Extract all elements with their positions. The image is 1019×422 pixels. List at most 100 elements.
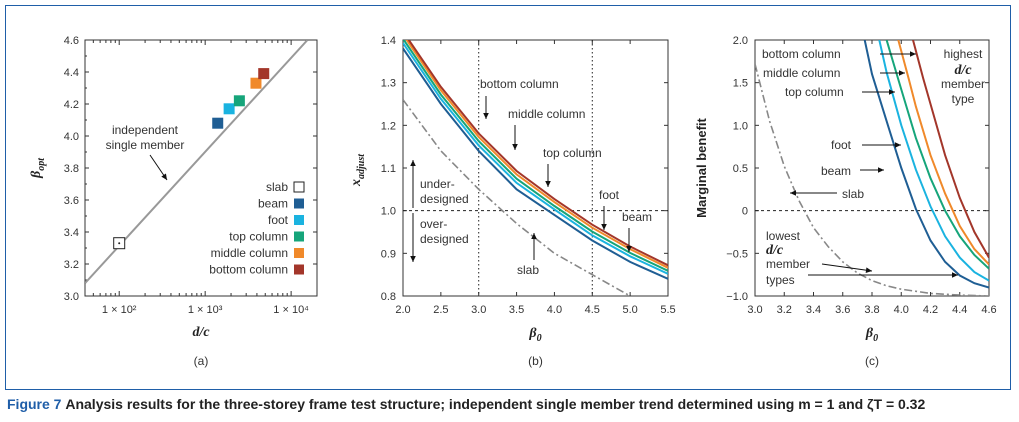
panel-a-ytick-label: 4.2 [64, 99, 79, 111]
panel-b-over-2: designed [420, 232, 469, 246]
panel-c-annot-beam: beam [821, 164, 851, 178]
series-b-top-column [403, 40, 668, 272]
panel-c-xtick-label: 4.4 [952, 304, 967, 316]
panel-a-ytick-label: 3.4 [64, 227, 79, 239]
panel-c-lowest-arrow-2-head [952, 272, 958, 278]
panel-c-annot-top-column: top column [785, 85, 844, 99]
panel-c-highest-4: type [952, 92, 975, 106]
panel-b-annot-slab: slab [517, 263, 539, 277]
panel-c-annot-beam-arrow-head [878, 167, 884, 173]
panel-b-ylabel: xadjust [349, 153, 367, 187]
panel-b-annot-foot-arrow-head [601, 224, 607, 230]
panel-a-trend-label-1: independent [112, 123, 179, 137]
legend-label-bottom-column: bottom column [209, 263, 288, 277]
panel-a-ytick-label: 4.0 [64, 131, 79, 143]
data-point-top-column [233, 95, 245, 107]
panel-b-ytick-label: 0.8 [381, 291, 396, 303]
panel-c-annot-slab-arrow-head [790, 190, 796, 196]
panel-c-ytick-label: 1.0 [733, 120, 748, 132]
panel-b-annot-top-column: top column [543, 146, 602, 160]
panel-b-ytick-label: 1.4 [381, 35, 396, 47]
panel-c-annot-middle-column: middle column [763, 66, 840, 80]
panel-b-ytick-label: 1.0 [381, 206, 396, 218]
panel-b-annot-slab-arrow-head [531, 233, 537, 239]
panel-a-trend-label-2: single member [106, 138, 185, 152]
panel-a-ytick-label: 4.6 [64, 35, 79, 47]
panel-b-xtick-label: 5.0 [622, 304, 637, 316]
panel-b-xtick-label: 2.0 [395, 304, 410, 316]
panel-c-annot-top-column-arrow-head [889, 89, 895, 95]
data-point-middle-column [250, 77, 262, 89]
panel-b-annot-bottom-column-arrow-head [483, 113, 489, 119]
series-b-bottom-column [407, 40, 668, 267]
panel-b-ytick-label: 0.9 [381, 248, 396, 260]
legend-label-beam: beam [258, 197, 288, 211]
panel-c-ytick-label: 2.0 [733, 35, 748, 47]
legend-label-middle-column: middle column [211, 246, 288, 260]
panel-c-lowest-arrow-1-shaft [821, 263, 873, 272]
legend-label-top-column: top column [229, 230, 288, 244]
panel-b-xlabel: β0 [528, 326, 541, 344]
panel-c-xlabel: β0 [865, 326, 878, 344]
series-c-middle-column [897, 40, 989, 266]
panel-c-lowest-2: d/c [766, 243, 784, 258]
caption-text: Analysis results for the three-storey fr… [65, 396, 926, 412]
panel-c-ytick-label: −0.5 [726, 248, 748, 260]
series-c-beam [863, 40, 989, 289]
series-b-foot [403, 42, 668, 275]
panel-c-lowest-4: types [766, 273, 795, 287]
panel-a-trend-arrow-head [161, 173, 167, 180]
panel-b-label: (b) [528, 354, 543, 368]
legend-swatch-bottom-column [294, 264, 304, 275]
legend-swatch-top-column [294, 231, 304, 242]
panel-c-annot-bottom-column-arrow-head [910, 51, 916, 57]
panel-c-ytick-label: 0 [742, 206, 748, 218]
panel-b-ytick-label: 1.3 [381, 78, 396, 90]
data-point-foot [223, 103, 235, 115]
data-point-bottom-column [258, 68, 270, 80]
panel-c-xtick-label: 4.6 [981, 304, 996, 316]
panel-c-annot-bottom-column: bottom column [762, 47, 841, 61]
legend-swatch-slab [293, 181, 305, 193]
panel-b-over-1: over- [420, 217, 447, 231]
panel-b-xtick-label: 3.0 [471, 304, 486, 316]
legend-swatch-beam [294, 198, 304, 209]
panel-b-annot-middle-column: middle column [508, 107, 585, 121]
panel-b-annot-beam-arrow-head [626, 246, 632, 252]
panel-a-ytick-label: 3.2 [64, 259, 79, 271]
series-c-bottom-column [912, 40, 989, 259]
panel-c-xtick-label: 3.8 [864, 304, 879, 316]
panel-a-ylabel: βopt [29, 157, 47, 179]
panel-a-ytick-label: 3.0 [64, 291, 79, 303]
panel-b-annot-top-column-arrow-head [545, 181, 551, 187]
caption-label: Figure 7 [7, 396, 62, 412]
legend-swatch-middle-column [294, 248, 304, 258]
series-b-slab [403, 99, 631, 296]
panel-b-under-1: under- [420, 177, 455, 191]
panel-a-ytick-label: 3.8 [64, 163, 79, 175]
panel-a-label: (a) [194, 354, 209, 368]
panel-b-under-arrow-head [410, 160, 416, 166]
panel-b-xtick-label: 4.0 [547, 304, 562, 316]
panel-c-annot-slab: slab [842, 187, 864, 201]
series-c-top-column [885, 40, 989, 270]
panel-b-xtick-label: 3.5 [509, 304, 524, 316]
data-point-beam [212, 117, 224, 129]
panel-c-xtick-label: 3.0 [747, 304, 762, 316]
panel-c-annot-foot-arrow-head [895, 142, 901, 148]
figure-caption: Figure 7 Analysis results for the three-… [7, 396, 1012, 412]
legend-label-foot: foot [268, 213, 289, 227]
panel-c-lowest-1: lowest [766, 229, 801, 243]
panel-a-xtick-label: 1 × 10³ [188, 304, 223, 316]
panel-c-xtick-label: 3.4 [806, 304, 821, 316]
panel-c-highest-1: highest [944, 47, 983, 61]
panel-c-xtick-label: 3.2 [777, 304, 792, 316]
panel-b-over-arrow-head [410, 256, 416, 262]
panel-a-xlabel: d/c [192, 325, 210, 340]
panel-c-ytick-label: 1.5 [733, 78, 748, 90]
figure-frame [5, 5, 1011, 390]
panel-c-highest-2: d/c [954, 63, 972, 78]
series-c-foot [878, 40, 989, 282]
panel-a-xtick-label: 1 × 10⁴ [273, 304, 309, 316]
